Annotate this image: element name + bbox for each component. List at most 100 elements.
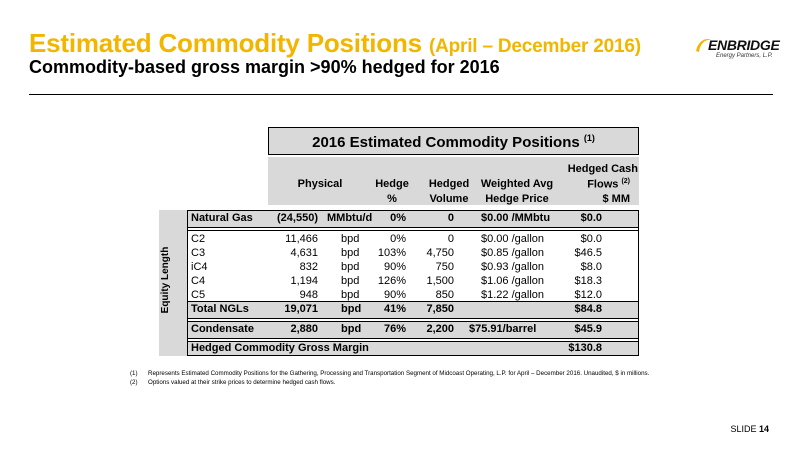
row-separator (187, 318, 639, 319)
row-cash-flow: $0.0 (580, 212, 602, 224)
row-hedge-pct: 90% (383, 289, 406, 301)
row-name: C5 (191, 289, 206, 301)
header-hedge-price: Hedge Price (485, 193, 549, 205)
enbridge-logo: ENBRIDGE Energy Partners, L.P. (694, 37, 780, 67)
row-cash-flow: $45.9 (574, 323, 602, 335)
row-unit: bpd (341, 289, 360, 301)
row-hedge-pct: 0% (390, 233, 406, 245)
row-name: C2 (191, 233, 206, 245)
page-subtitle: Commodity-based gross margin >90% hedged… (29, 57, 500, 77)
header-hedge: Hedge (375, 178, 409, 190)
row-unit: bpd (341, 233, 360, 245)
header-hedge-pct: % (387, 193, 397, 205)
row-hedge-price: $0.00 /MMbtu (481, 212, 551, 224)
row-name: C3 (191, 247, 206, 259)
row-bg-total (187, 341, 639, 356)
row-volume: 1,194 (290, 275, 318, 287)
equity-length-band (159, 210, 187, 356)
footnote: (1) Represents Estimated Commodity Positi… (130, 369, 649, 378)
row-volume: (24,550) (277, 212, 318, 224)
row-separator (187, 301, 639, 302)
row-separator (187, 321, 639, 322)
row-volume: 948 (299, 289, 318, 301)
slide-number: SLIDE 14 (730, 424, 769, 434)
row-volume: 19,071 (284, 303, 318, 315)
header-volume: Volume (429, 193, 469, 205)
row-volume: 832 (299, 261, 318, 273)
footnotes: (1) Represents Estimated Commodity Positi… (130, 369, 649, 387)
row-cash-flow: $18.3 (574, 275, 602, 287)
title-main: Estimated Commodity Positions (29, 28, 422, 58)
header-hedged-cash: Hedged Cash (567, 163, 638, 175)
slide-number-value: 14 (758, 424, 769, 434)
row-name: Condensate (191, 323, 254, 335)
row-hedged-volume: 0 (447, 233, 454, 245)
row-bg-natural-gas (187, 210, 639, 227)
row-name: iC4 (191, 261, 208, 273)
table-header (268, 157, 639, 205)
header-weighted-avg: Weighted Avg (480, 178, 554, 190)
row-cash-flow: $0.0 (580, 233, 602, 245)
equity-length-label: Equity Length (160, 246, 171, 314)
row-name: Natural Gas (191, 212, 253, 224)
title-period: (April – December 2016) (428, 36, 641, 57)
row-hedge-pct: 103% (377, 247, 406, 259)
row-separator (187, 341, 639, 342)
total-row-label: Hedged Commodity Gross Margin (191, 342, 369, 354)
row-hedge-pct: 41% (383, 303, 406, 315)
row-volume: 11,466 (285, 233, 318, 245)
row-hedge-price: $0.93 /gallon (481, 261, 544, 273)
row-hedged-volume: 1,500 (426, 275, 454, 287)
header-divider (29, 94, 773, 95)
footnote-text: Represents Estimated Commodity Positions… (148, 370, 650, 377)
row-cash-flow: $8.0 (580, 261, 602, 273)
header-mm: $ MM (602, 193, 631, 205)
row-hedged-volume: 0 (447, 212, 454, 224)
row-hedge-price: $0.00 /gallon (481, 233, 544, 245)
row-hedged-volume: 7,850 (426, 303, 454, 315)
footnote-number: (2) (130, 379, 138, 386)
row-unit: bpd (341, 303, 362, 315)
row-name: C4 (191, 275, 206, 287)
row-hedge-price: $1.06 /gallon (481, 275, 544, 287)
row-hedged-volume: 850 (435, 289, 454, 301)
row-hedge-price: $0.85 /gallon (481, 247, 544, 259)
row-hedge-price: $1.22 /gallon (481, 289, 544, 301)
row-separator (187, 227, 639, 228)
footnote-number: (1) (130, 370, 138, 377)
footnote-text: Options valued at their strike prices to… (148, 379, 336, 386)
row-unit: bpd (341, 323, 362, 335)
row-separator (187, 230, 639, 231)
header-flows-note: (2) (621, 178, 630, 185)
row-hedge-pct: 90% (383, 261, 406, 273)
row-name: Total NGLs (191, 303, 249, 315)
logo-tagline: Energy Partners, L.P. (716, 53, 773, 59)
table-title-note: (1) (583, 133, 595, 143)
header-hedged: Hedged (428, 178, 470, 190)
table-title-text: 2016 Estimated Commodity Positions (312, 134, 580, 151)
row-hedged-volume: 2,200 (426, 323, 454, 335)
swoosh-icon (696, 39, 711, 52)
row-bg-total-ngls (187, 301, 639, 318)
row-hedged-volume: 750 (435, 261, 454, 273)
footnote: (2) Options valued at their strike prices… (130, 378, 649, 387)
row-cash-flow: $46.5 (574, 247, 602, 259)
header-flows: Flows (2) (560, 178, 630, 191)
row-cash-flow: $84.8 (574, 303, 602, 315)
page-title: Estimated Commodity Positions (April – D… (29, 28, 641, 59)
row-volume: 4,631 (290, 247, 318, 259)
row-unit: bpd (341, 247, 360, 259)
row-volume: 2,880 (290, 323, 318, 335)
table-title: 2016 Estimated Commodity Positions (1) (269, 133, 638, 151)
row-hedge-pct: 76% (383, 323, 406, 335)
header-physical: Physical (297, 178, 343, 190)
row-cash-flow: $12.0 (574, 289, 602, 301)
row-hedge-pct: 126% (377, 275, 406, 287)
row-hedge-price: $75.91/barrel (469, 323, 537, 335)
row-bg-ngls (187, 231, 639, 301)
header-flows-text: Flows (587, 178, 619, 191)
row-separator (187, 338, 639, 339)
row-hedged-volume: 4,750 (426, 247, 454, 259)
row-hedge-pct: 0% (390, 212, 406, 224)
row-unit: MMbtu/d (327, 212, 373, 224)
